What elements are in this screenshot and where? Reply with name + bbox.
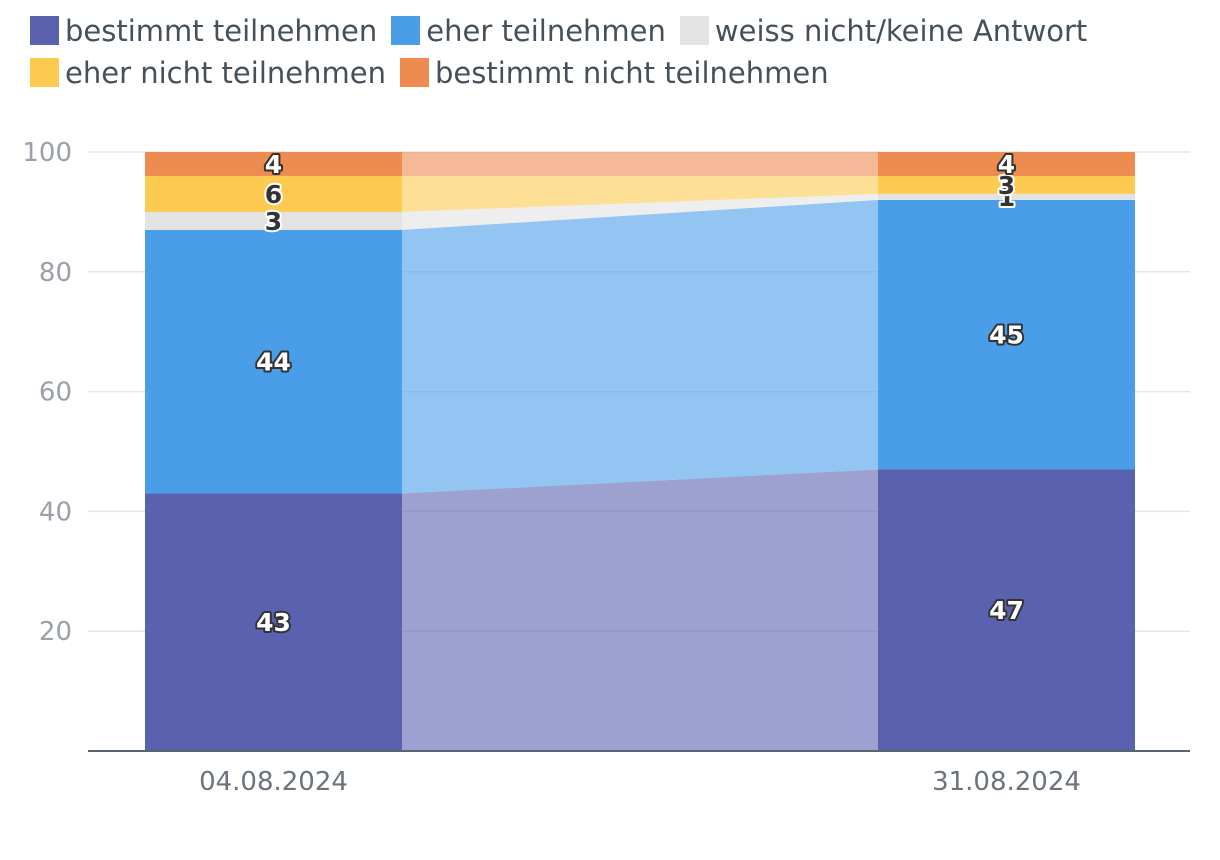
bar-segment-bestimmt-nicht-teilnehmen[interactable] bbox=[878, 152, 1135, 176]
bar-segment-bestimmt-nicht-teilnehmen[interactable] bbox=[145, 152, 402, 176]
data-label: 45 bbox=[989, 321, 1024, 350]
legend-swatch bbox=[399, 58, 429, 87]
bar-layer bbox=[145, 152, 1135, 751]
legend-item-eher-nicht-teilnehmen[interactable]: eher nicht teilnehmen bbox=[30, 52, 386, 94]
legend-swatch bbox=[679, 16, 709, 45]
legend-item-bestimmt-nicht-teilnehmen[interactable]: bestimmt nicht teilnehmen bbox=[399, 52, 829, 94]
bar-segment-bestimmt-teilnehmen[interactable] bbox=[145, 493, 402, 751]
connector-eher-nicht-teilnehmen bbox=[402, 175, 878, 212]
data-label: 3 bbox=[265, 207, 282, 236]
legend-label: bestimmt teilnehmen bbox=[65, 14, 378, 48]
y-tick-label: 60 bbox=[39, 378, 72, 408]
bar-segment-weiss-nicht-keine-antwort[interactable] bbox=[145, 211, 402, 230]
y-tick-label: 80 bbox=[39, 258, 72, 288]
data-label: 3 bbox=[998, 171, 1015, 200]
data-label: 6 bbox=[265, 180, 282, 209]
data-label: 44 bbox=[256, 348, 291, 377]
x-tick-label: 04.08.2024 bbox=[199, 767, 348, 797]
legend-swatch bbox=[30, 16, 59, 45]
legend-item-bestimmt-teilnehmen[interactable]: bestimmt teilnehmen bbox=[30, 10, 377, 52]
bar-segment-eher-teilnehmen[interactable] bbox=[145, 229, 402, 494]
connector-eher-teilnehmen bbox=[402, 199, 878, 494]
connector-bestimmt-teilnehmen bbox=[402, 469, 878, 751]
bar-segment-weiss-nicht-keine-antwort[interactable] bbox=[878, 193, 1135, 200]
y-tick-label: 20 bbox=[39, 617, 72, 647]
legend-label: eher teilnehmen bbox=[426, 14, 666, 48]
legend-label: bestimmt nicht teilnehmen bbox=[434, 56, 829, 90]
bar-segment-bestimmt-teilnehmen[interactable] bbox=[878, 469, 1135, 751]
legend-item-eher-teilnehmen[interactable]: eher teilnehmen bbox=[391, 10, 666, 52]
connector-layer bbox=[402, 152, 878, 751]
x-tick-label: 31.08.2024 bbox=[932, 767, 1081, 797]
legend-label: eher nicht teilnehmen bbox=[65, 56, 386, 90]
legend-swatch bbox=[391, 16, 421, 45]
bar-segment-eher-teilnehmen[interactable] bbox=[878, 199, 1135, 470]
y-tick-label: 40 bbox=[39, 497, 72, 527]
y-tick-label: 100 bbox=[22, 138, 72, 168]
connector-bestimmt-nicht-teilnehmen bbox=[402, 152, 878, 176]
data-label: 4 bbox=[998, 150, 1015, 179]
legend-item-weiss-nicht-keine-antwort[interactable]: weiss nicht/keine Antwort bbox=[679, 10, 1088, 52]
legend: bestimmt teilnehmen eher teilnehmen weiss … bbox=[30, 10, 1190, 94]
bar-segment-eher-nicht-teilnehmen[interactable] bbox=[145, 175, 402, 212]
axis-layer: 04.08.2024 31.08.2024 bbox=[88, 750, 1190, 797]
data-label: 43 bbox=[256, 608, 291, 637]
legend-label: weiss nicht/keine Antwort bbox=[714, 14, 1088, 48]
data-label: 1 bbox=[998, 183, 1015, 212]
legend-swatch bbox=[30, 58, 59, 87]
data-label: 47 bbox=[989, 596, 1024, 625]
data-label: 4 bbox=[265, 150, 282, 179]
connector-weiss-nicht-keine-antwort bbox=[402, 193, 878, 230]
bar-segment-eher-nicht-teilnehmen[interactable] bbox=[878, 175, 1135, 194]
